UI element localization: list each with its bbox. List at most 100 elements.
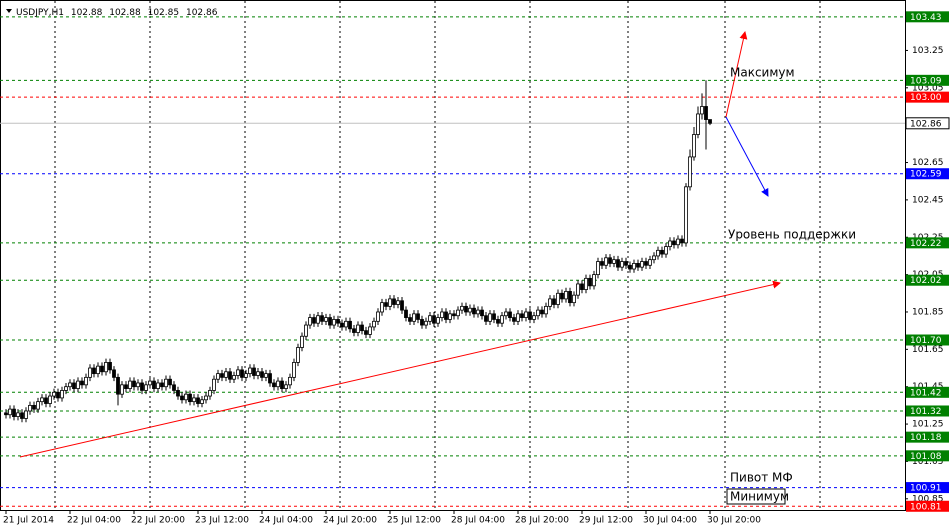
candle-body (628, 264, 632, 270)
x-tick-label: 29 Jul 12:00 (579, 516, 633, 526)
level-label: 103.00 (910, 93, 942, 103)
level-label: 103.43 (910, 13, 942, 23)
candle-body (492, 313, 496, 320)
annotation-box (726, 488, 786, 505)
level-label: 102.02 (910, 276, 942, 286)
candle-body (252, 367, 256, 376)
candle-body (420, 319, 424, 326)
candle-body (456, 309, 460, 317)
candle-body (468, 307, 472, 313)
candle-body (524, 311, 528, 318)
level-label-box (906, 431, 949, 443)
candle-body (636, 263, 640, 268)
annotation: Минимум (730, 490, 789, 504)
candle-body (60, 390, 64, 399)
candle-body (556, 292, 560, 305)
candle-body (284, 384, 288, 389)
candle-body (540, 309, 544, 315)
candle-body (664, 246, 668, 255)
candle-body (536, 309, 540, 317)
candle-body (436, 317, 440, 324)
candle-body (480, 309, 484, 317)
candle-body (376, 311, 380, 322)
candle-body (192, 397, 196, 403)
level-label-box (906, 500, 949, 512)
candle-body (612, 259, 616, 264)
candle-body (220, 373, 224, 378)
arrow-up (725, 31, 748, 118)
candle-body (392, 298, 396, 305)
level-label-box (906, 11, 949, 23)
candle-body (552, 298, 556, 305)
candle-body (508, 311, 512, 318)
candle-body (84, 376, 88, 386)
candle-body (352, 328, 356, 333)
candle-body (640, 261, 644, 268)
candle-body (404, 309, 408, 318)
y-tick-label: 102.45 (912, 195, 944, 205)
candle-body (652, 255, 656, 261)
candle-body (280, 380, 284, 389)
candle-body (440, 311, 444, 318)
candle-body (528, 311, 532, 320)
candle-body (416, 313, 420, 320)
level-label: 100.91 (910, 484, 942, 494)
candle-body (328, 317, 332, 326)
candle-body (616, 259, 620, 268)
candle-body (80, 380, 84, 386)
candle-body (236, 369, 240, 376)
level-label-box (906, 74, 949, 86)
candle-body (332, 319, 336, 326)
candle-body (300, 335, 304, 348)
candle-body (532, 315, 536, 320)
candle-body (172, 384, 176, 391)
level-label-box (906, 237, 949, 249)
candle-body (4, 412, 8, 416)
plot-frame (0, 0, 906, 511)
arrow-down (725, 116, 769, 197)
candle-body (320, 315, 324, 322)
candle-body (344, 320, 348, 328)
candle-body (516, 313, 520, 322)
level-label: 101.32 (910, 407, 942, 417)
candle-body (672, 240, 676, 246)
candle-body (588, 277, 592, 287)
candle-body (624, 261, 628, 266)
annotation: Уровень поддержки (728, 228, 856, 242)
candle-body (692, 134, 696, 158)
candle-body (100, 365, 104, 373)
x-tick-label: 24 Jul 20:00 (323, 516, 377, 526)
level-label-box (906, 482, 949, 494)
y-tick-label: 100.85 (912, 494, 944, 504)
level-label: 101.70 (910, 336, 942, 346)
x-tick-label: 24 Jul 04:00 (259, 516, 313, 526)
candle-body (580, 283, 584, 290)
x-tick-label: 25 Jul 12:00 (387, 516, 441, 526)
candle-body (592, 274, 596, 287)
candle-body (128, 380, 132, 389)
candle-body (384, 302, 388, 307)
candle-body (484, 315, 488, 322)
candle-body (88, 367, 92, 378)
candle-body (224, 371, 228, 378)
candle-body (20, 412, 24, 419)
candle-body (188, 393, 192, 403)
candle-body (32, 404, 36, 410)
x-tick-label: 23 Jul 12:00 (195, 516, 249, 526)
candle-body (272, 382, 276, 388)
candle-body (120, 384, 124, 395)
candle-body (488, 313, 492, 322)
candle-body (64, 386, 68, 391)
candle-body (56, 391, 60, 399)
x-tick-label: 21 Jul 2014 (3, 516, 54, 526)
candle-body (196, 397, 200, 404)
candle-body (248, 367, 252, 375)
candle-body (304, 324, 308, 337)
level-label-box (906, 405, 949, 417)
level-label: 101.42 (910, 388, 942, 398)
candle-body (572, 294, 576, 304)
level-label-box (906, 450, 949, 462)
candle-body (260, 371, 264, 378)
candle-body (584, 277, 588, 290)
level-label-box (906, 91, 949, 103)
